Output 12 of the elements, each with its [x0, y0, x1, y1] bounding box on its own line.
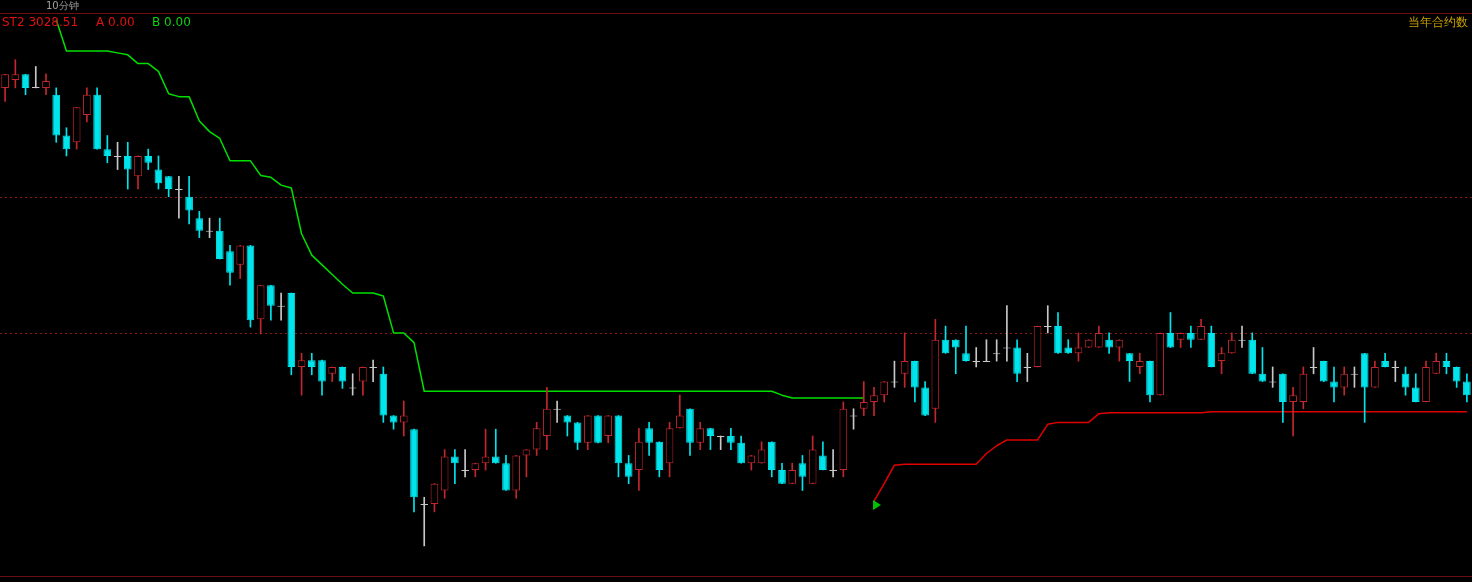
candlestick	[859, 381, 868, 416]
candlestick	[951, 339, 960, 375]
candlestick	[451, 449, 459, 484]
text: 10分钟	[46, 0, 79, 13]
text: B 0.00	[152, 15, 191, 29]
candlestick	[870, 387, 878, 416]
candlestick	[1289, 387, 1297, 437]
text: ST2 3028.51	[2, 15, 79, 29]
text: 当年合约数	[1408, 15, 1468, 29]
candlestick	[962, 325, 970, 362]
text: A 0.00	[96, 15, 135, 29]
candlestick	[491, 428, 500, 464]
